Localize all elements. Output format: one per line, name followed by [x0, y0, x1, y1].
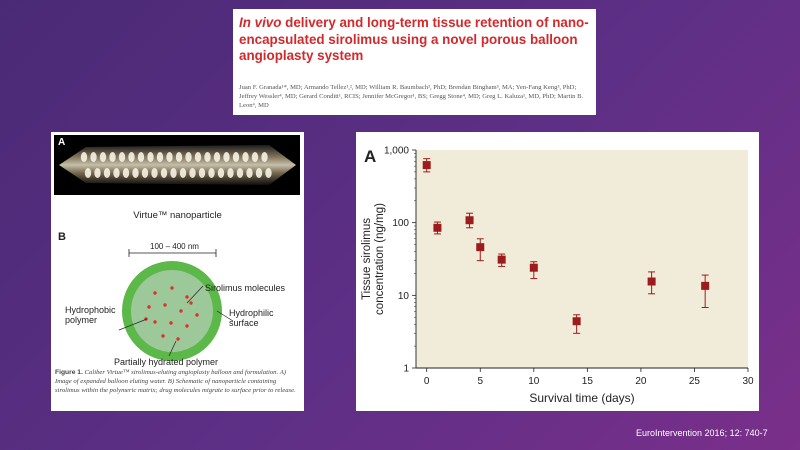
x-tick-label: 30	[742, 376, 754, 387]
balloon-image	[59, 145, 296, 185]
nanoparticle-label: Virtue™ nanoparticle	[133, 210, 222, 221]
data-marker	[529, 263, 538, 272]
article-title: In vivo delivery and long-term tissue re…	[239, 15, 591, 65]
data-marker	[572, 317, 581, 326]
panel-b-label: B	[58, 231, 66, 243]
x-tick-label: 5	[477, 376, 483, 387]
article-title-rest: delivery and long-term tissue retention …	[239, 15, 589, 63]
data-marker	[476, 243, 485, 252]
size-label: 100 – 400 nm	[150, 242, 199, 251]
nanoparticle-core	[131, 270, 213, 352]
plot-area	[416, 150, 748, 368]
sirolimus-dots	[144, 286, 199, 341]
hydrated-label: Partially hydrated polymer	[114, 357, 219, 367]
data-marker	[465, 216, 474, 225]
figure-caption: Figure 1. Caliber Virtue™ sirolimus-elut…	[55, 368, 301, 395]
x-tick-label: 15	[582, 376, 594, 387]
data-point	[701, 274, 710, 309]
y-tick-label: 1	[403, 364, 409, 375]
y-tick-label: 10	[398, 291, 410, 302]
x-tick-label: 10	[528, 376, 540, 387]
sirolimus-label: Sirolimus molecules	[205, 283, 286, 293]
data-point	[647, 271, 656, 295]
data-marker	[433, 223, 442, 232]
data-point	[433, 221, 442, 235]
retention-chart: 0 5 10 15 20 25 30 1 10 100 1,000 Tissue sirolimusc…	[361, 146, 754, 406]
x-tick-label: 20	[635, 376, 647, 387]
data-point	[465, 212, 474, 229]
data-marker	[497, 255, 506, 264]
balloon-photo: A	[54, 135, 300, 195]
x-tick-label: 25	[689, 376, 701, 387]
article-authors: Juan F. Granada¹*, MD; Armando Tellez¹,²…	[239, 84, 584, 109]
hydrophilic-label: Hydrophilic surface	[229, 308, 274, 328]
data-point	[572, 314, 581, 334]
y-axis-label: Tissue sirolimusconcentration (ng/mg)	[361, 203, 386, 315]
citation: EuroIntervention 2016; 12: 740-7	[636, 428, 768, 438]
panel-a-label: A	[58, 137, 66, 148]
caption-text: Caliber Virtue™ sirolimus-eluting angiop…	[55, 369, 296, 394]
x-tick-label: 0	[424, 376, 430, 387]
data-point	[422, 158, 431, 173]
article-header: In vivo delivery and long-term tissue re…	[233, 9, 596, 115]
data-marker	[701, 281, 710, 290]
data-marker	[647, 277, 656, 286]
hydrophobic-label: Hydrophobic polymer	[65, 305, 116, 325]
caption-title: Figure 1.	[55, 369, 83, 376]
x-axis-label: Survival time (days)	[529, 391, 634, 405]
y-tick-label: 1,000	[384, 146, 409, 157]
y-tick-label: 100	[392, 218, 409, 229]
data-point	[529, 261, 538, 280]
data-point	[497, 253, 506, 267]
article-title-italic: In vivo	[239, 15, 282, 30]
chart-panel: 0 5 10 15 20 25 30 1 10 100 1,000 Tissue sirolimusc…	[356, 132, 759, 411]
figure-left: A Virtue™ nanoparticle B 100 – 400 nm Si…	[51, 132, 304, 411]
data-point	[476, 238, 485, 262]
chart-panel-label: A	[364, 147, 376, 166]
nanoparticle-schematic	[118, 249, 234, 361]
data-marker	[422, 161, 431, 170]
